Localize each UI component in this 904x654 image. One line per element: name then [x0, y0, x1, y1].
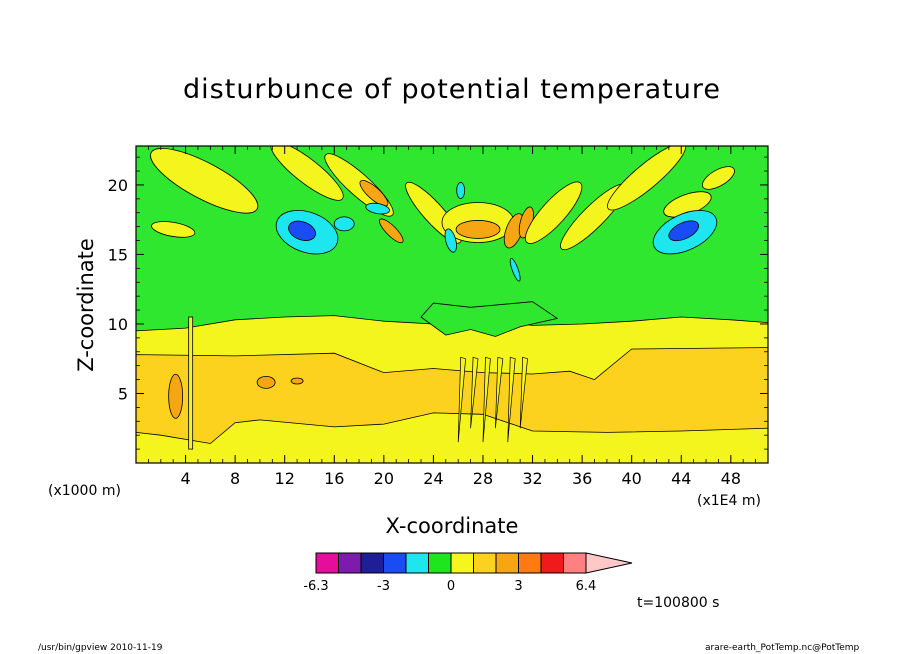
colorbar-cell [563, 552, 587, 574]
colorbar-cell [315, 552, 339, 574]
x-tick-label: 36 [572, 469, 592, 488]
upper-warm-arc-1 [270, 146, 344, 201]
colder-core-left [288, 220, 316, 241]
footer-left: /usr/bin/gpview 2010-11-19 [38, 643, 163, 653]
contour-layers [136, 146, 768, 463]
y-tick-label: 5 [118, 384, 128, 403]
x-tick-label: 32 [522, 469, 542, 488]
warm-anomaly-low-3 [168, 373, 184, 419]
plot-frame [135, 145, 769, 464]
spike-tower [188, 316, 194, 450]
center-warm-core [455, 220, 501, 239]
x-tick-label: 4 [180, 469, 190, 488]
x-tick-label: 16 [324, 469, 344, 488]
lower-layer [136, 347, 768, 444]
colorbar-label: 0 [447, 579, 455, 594]
time-label: t=100800 s [637, 595, 720, 611]
x-tick-label: 48 [721, 469, 741, 488]
contour-field [136, 146, 768, 463]
x-tick-label: 20 [374, 469, 394, 488]
x-tick-label: 44 [671, 469, 691, 488]
x-tick-label: 8 [230, 469, 240, 488]
cold-streak-2 [444, 228, 457, 253]
colorbar-label: 3 [514, 579, 522, 594]
warm-core-2 [379, 218, 404, 244]
warm-anomaly-low-1 [256, 375, 276, 389]
cold-streak-3 [509, 258, 521, 282]
x-axis-label: X-coordinate [385, 514, 519, 538]
streak-5 [519, 356, 528, 429]
y-tick-label: 15 [108, 245, 128, 264]
colorbar-cell [428, 552, 452, 574]
y-tick-label: 20 [108, 176, 128, 195]
upper-left-warm-arc [150, 148, 259, 214]
upper-warm-arc-6 [607, 146, 687, 211]
colorbar-label: -6.3 [303, 579, 328, 594]
x-axis-unit-right: (x1E4 m) [697, 493, 761, 509]
colder-core-right [668, 220, 700, 242]
colorbar-cell [450, 552, 474, 574]
warm-core-1 [359, 180, 389, 207]
footer-right: arare-earth_PotTemp.nc@PotTemp [705, 643, 860, 653]
right-warm-blob-2 [701, 166, 735, 190]
colorbar-cell [338, 552, 362, 574]
x-tick-label: 12 [275, 469, 295, 488]
colorbar-cell [383, 552, 407, 574]
streak-1 [470, 356, 479, 429]
warm-anomaly-low-2 [290, 377, 304, 385]
colorbar-cell [473, 552, 497, 574]
colorbar-cell [360, 552, 384, 574]
x-tick-label: 40 [622, 469, 642, 488]
left-warm-blob [151, 221, 196, 238]
colorbar-cell [495, 552, 519, 574]
streak-2 [482, 356, 491, 443]
mid-gap [420, 301, 559, 337]
x-tick-label: 28 [473, 469, 493, 488]
streak-4 [507, 356, 516, 443]
streak-3 [495, 356, 504, 429]
colorbar-label: 6.4 [576, 579, 597, 594]
y-tick-label: 10 [108, 315, 128, 334]
cold-patch-1 [333, 216, 355, 232]
cold-patch-2 [365, 202, 390, 215]
colorbar-cell [540, 552, 564, 574]
colorbar-arrow [585, 552, 633, 574]
x-axis-unit-left: (x1000 m) [48, 483, 121, 499]
colorbar-cell [405, 552, 429, 574]
streak-0 [457, 356, 467, 443]
x-tick-label: 24 [423, 469, 443, 488]
colorbar-cell [518, 552, 542, 574]
y-axis-label: Z-coordinate [74, 238, 98, 372]
chart-title: disturbunce of potential temperature [183, 74, 721, 105]
upper-warm-arc-4 [525, 181, 583, 244]
colorbar: -6.3 -3 0 3 6.4 [303, 552, 633, 594]
colorbar-label: -3 [377, 579, 390, 594]
cold-streak-1 [456, 182, 466, 199]
